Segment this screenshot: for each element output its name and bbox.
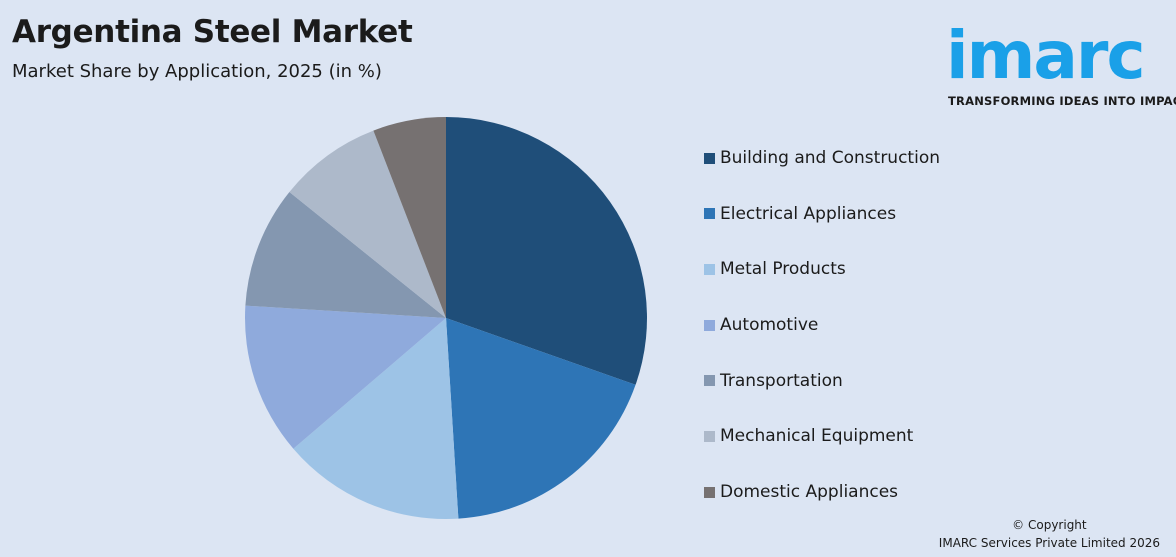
legend-label: Mechanical Equipment: [720, 426, 914, 447]
legend-item: Domestic Appliances: [704, 480, 940, 504]
legend-item: Mechanical Equipment: [704, 424, 940, 448]
pie-slice-electrical-appliances: [446, 318, 636, 519]
pie-slice-transportation: [245, 191, 446, 318]
legend-swatch: [704, 319, 715, 331]
copyright-line-2: IMARC Services Private Limited 2026: [938, 536, 1160, 550]
chart-subtitle: Market Share by Application, 2025 (in %): [12, 61, 382, 82]
copyright-notice: © Copyright IMARC Services Private Limit…: [939, 516, 1160, 552]
pie-slice-metal-products: [293, 318, 459, 519]
logo-tagline: TRANSFORMING IDEAS INTO IMPACT: [948, 94, 1176, 108]
pie-slice-building-and-construction: [446, 117, 647, 385]
legend-item: Building and Construction: [704, 146, 940, 170]
logo-wordmark: imarc: [946, 17, 1146, 94]
pie-slice-mechanical-equipment: [289, 130, 446, 318]
legend-item: Automotive: [704, 313, 940, 337]
pie-slice-automotive: [244, 305, 446, 449]
pie-slice-domestic-appliances: [373, 117, 446, 318]
legend-swatch: [704, 375, 715, 387]
pie-chart: [244, 117, 647, 519]
legend-swatch: [704, 430, 715, 442]
chart-legend: Building and Construction Electrical Appl…: [704, 146, 940, 536]
copyright-line-1: © Copyright: [1012, 518, 1087, 532]
legend-item: Transportation: [704, 369, 940, 393]
legend-label: Domestic Appliances: [720, 482, 899, 503]
legend-item: Metal Products: [704, 257, 940, 281]
legend-swatch: [704, 486, 715, 498]
chart-title: Argentina Steel Market: [12, 14, 413, 50]
legend-label: Electrical Appliances: [720, 203, 897, 224]
legend-label: Building and Construction: [720, 148, 940, 168]
legend-swatch: [704, 263, 715, 275]
legend-label: Transportation: [720, 370, 843, 391]
legend-label: Automotive: [720, 315, 819, 336]
imarc-logo: imarc TRANSFORMING IDEAS INTO IMPACT: [946, 10, 1176, 110]
legend-label: Metal Products: [720, 259, 846, 280]
legend-item: Electrical Appliances: [704, 202, 940, 226]
legend-swatch: [704, 208, 715, 220]
legend-swatch: [704, 152, 715, 164]
